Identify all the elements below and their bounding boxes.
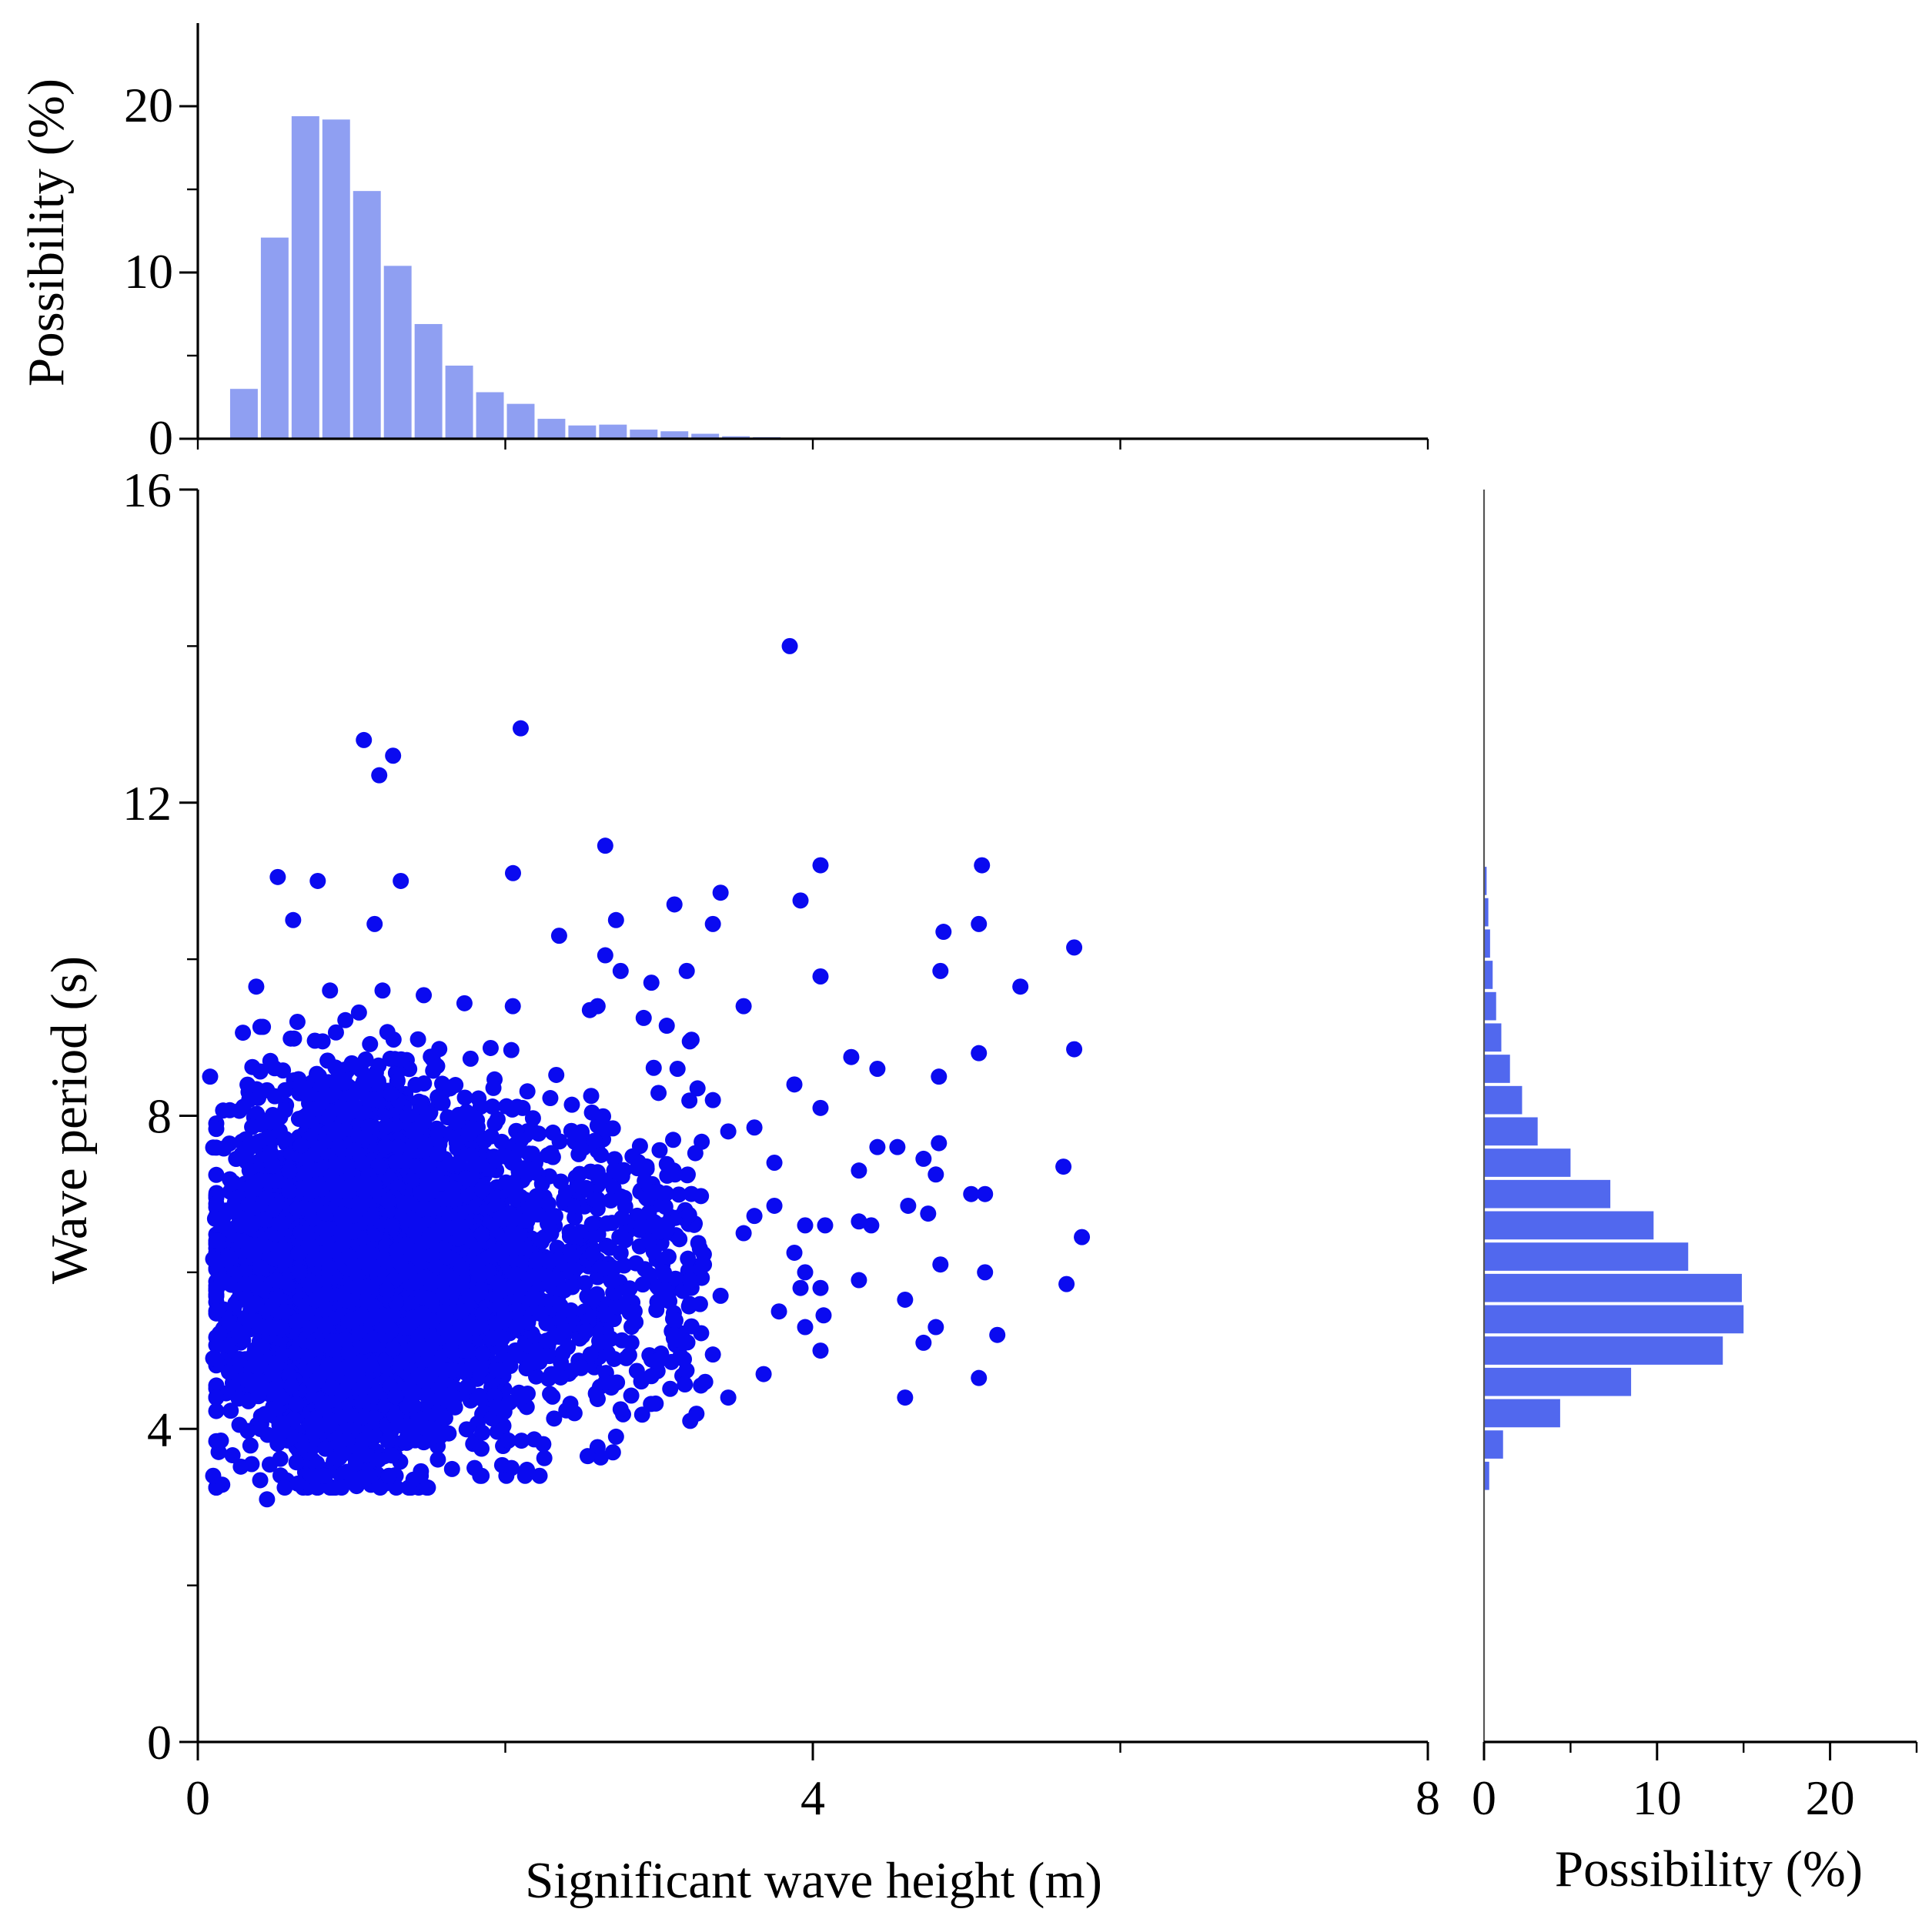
- scatter-point: [317, 1440, 334, 1457]
- scatter-point: [374, 982, 391, 999]
- top-hist-bar: [568, 425, 597, 439]
- scatter-point: [208, 1402, 225, 1419]
- scatter-point: [221, 1135, 238, 1152]
- scatter-point: [213, 1272, 230, 1289]
- scatter-point: [389, 1073, 406, 1090]
- scatter-point: [331, 1465, 348, 1482]
- scatter-point: [262, 1145, 279, 1162]
- scatter-point: [276, 1479, 293, 1496]
- scatter-point: [456, 995, 473, 1011]
- scatter-point: [289, 1014, 306, 1031]
- top-hist-bar: [383, 266, 412, 439]
- top-hist-bar: [506, 403, 535, 439]
- top-hist-bar: [260, 237, 289, 439]
- scatter-point: [208, 1195, 225, 1212]
- scatter-point: [357, 1051, 374, 1068]
- scatter-point: [339, 1432, 356, 1449]
- scatter-point: [235, 1025, 252, 1041]
- scatter-point: [306, 1032, 323, 1049]
- scatter-point: [241, 1162, 258, 1179]
- scatter-point: [276, 1131, 293, 1148]
- scatter-point: [337, 1011, 354, 1028]
- top-hist-bar: [660, 431, 689, 439]
- main-scatter-plot: [202, 637, 1091, 1508]
- scatter-point: [242, 1437, 259, 1454]
- scatter-point: [252, 1421, 269, 1438]
- scatter-point: [222, 1402, 239, 1419]
- scatter-point: [304, 1112, 321, 1129]
- scatter-point: [322, 982, 339, 999]
- scatter-point: [248, 1358, 265, 1375]
- scatter-point: [208, 1166, 225, 1183]
- scatter-point: [244, 1118, 261, 1135]
- scatter-point: [224, 1447, 241, 1464]
- scatter-point: [241, 1092, 258, 1108]
- scatter-point: [252, 1472, 269, 1489]
- scatter-point: [252, 1018, 269, 1035]
- scatter-point: [343, 1055, 360, 1071]
- scatter-point: [443, 1460, 460, 1477]
- scatter-point: [239, 1423, 256, 1439]
- top-hist-bar: [630, 430, 658, 439]
- top-hist-bar: [229, 389, 258, 439]
- scatter-point: [350, 1004, 367, 1021]
- scatter-point: [362, 1035, 379, 1052]
- top-hist-bar: [322, 119, 350, 439]
- scatter-point: [305, 1424, 322, 1441]
- scatter-point: [215, 1102, 232, 1119]
- scatter-point: [416, 987, 433, 1004]
- top-hist-bar: [291, 115, 319, 439]
- scatter-point: [409, 1031, 426, 1048]
- scatter-point: [256, 1406, 273, 1423]
- scatter-point: [223, 1175, 240, 1192]
- scatter-point: [314, 1075, 331, 1092]
- scatter-point: [226, 1194, 243, 1211]
- top-hist-bar: [414, 323, 443, 439]
- top-hist-bar: [599, 424, 627, 439]
- top-hist-bar: [537, 419, 566, 439]
- scatter-point: [456, 1089, 473, 1106]
- scatter-point: [282, 1030, 299, 1047]
- top-hist-bar: [445, 365, 473, 439]
- top-hist-bar: [476, 392, 504, 439]
- top-hist-bar: [722, 436, 750, 439]
- scatter-point: [432, 1428, 449, 1445]
- scatter-point: [419, 1479, 436, 1496]
- scatter-point: [252, 1063, 269, 1080]
- top-histogram: [229, 115, 811, 439]
- scatter-point: [379, 1433, 396, 1449]
- scatter-point: [261, 1456, 278, 1473]
- scatter-point: [266, 1088, 283, 1105]
- scatter-point: [430, 1451, 446, 1468]
- scatter-point: [208, 1389, 225, 1406]
- top-hist-bar: [353, 191, 381, 439]
- top-hist-bar: [691, 433, 720, 439]
